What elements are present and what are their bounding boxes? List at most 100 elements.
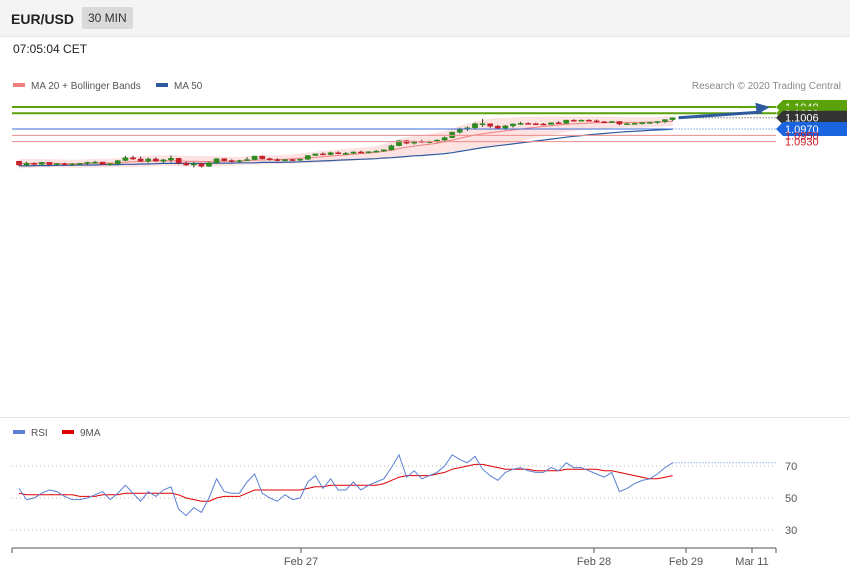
timestamp: 07:05:04 CET [13,42,88,56]
price-tag [776,110,847,125]
candle-body [244,159,250,161]
candle-body [236,160,243,162]
candle-body [31,163,38,165]
candle [654,121,661,124]
candle-body [61,163,68,165]
legend-rsi-swatch [13,430,25,435]
candle-body [350,151,357,154]
candle-body [114,160,121,164]
candle [418,139,425,143]
candle-body [16,160,22,166]
candle-body [510,123,516,127]
candle [472,122,478,130]
timeframe-button[interactable]: 30 MIN [82,7,133,29]
candle-body [99,161,106,165]
candle-body [175,158,182,164]
candle [54,163,60,166]
candle [84,161,91,165]
candle-body [228,160,235,162]
candle [92,160,98,164]
candle-body [548,122,554,125]
candle-body [168,158,174,161]
candle [517,121,524,125]
candle-body [206,162,212,167]
candle-body [601,121,608,124]
candle-body [213,158,220,164]
legend-ma50-swatch [156,83,168,88]
candle-body [221,158,228,161]
legend-ma20: MA 20 + Bollinger Bands [13,81,141,92]
candle [411,140,418,145]
support-label: 1.0930 [785,137,819,149]
ma20-line [18,120,673,165]
candle-body [639,122,646,125]
legend-rsi-ma-label: 9MA [80,428,101,439]
candle [23,161,30,166]
candle-body [259,155,266,159]
candle-body [654,121,661,123]
candle-body [107,163,114,165]
candle-body [669,117,676,120]
candle-body [608,121,615,123]
candle-body [540,123,547,126]
candle [122,155,129,162]
candle-body [152,158,159,162]
price-tag [776,106,847,121]
candle [312,153,319,156]
candle [198,163,205,168]
candle [479,119,486,127]
candle-body [335,152,342,154]
candle [282,159,288,162]
candle-body [426,141,433,143]
candle [464,126,471,131]
candle [426,140,433,144]
candle [639,122,646,125]
candle-body [624,123,630,125]
candle-body [289,159,296,161]
candle [168,155,174,163]
legend-ma50: MA 50 [156,81,202,92]
candle [183,161,190,166]
candle-body [388,145,395,151]
candle-body [555,122,562,125]
x-tick-label: Feb 28 [577,556,611,568]
candle-body [312,153,319,156]
candle-body [578,119,585,122]
x-tick-label: Mar 11 [735,556,768,568]
candle [494,125,501,130]
candle-body [479,123,486,125]
price-tag-label: 1.1020 [785,108,819,120]
candle [61,162,68,166]
candle-body [137,158,144,162]
candle-body [23,163,30,166]
candle [631,122,638,125]
candle-body [297,159,304,161]
candle [510,123,516,128]
candle-body [487,123,494,127]
candle-body [342,153,349,155]
candle-body [183,162,190,166]
x-tick-label: Feb 27 [284,556,318,568]
candle [206,161,212,167]
candle-body [380,149,387,152]
candle [228,159,235,163]
candle [388,144,395,151]
candle-body [266,158,273,160]
candle-body [190,163,197,166]
price-tag-label: 1.1040 [785,102,819,114]
projection-arrow-head [755,102,770,115]
candle-body [54,163,60,165]
candle [99,161,106,165]
price-tag [776,122,847,137]
candle-body [532,123,539,125]
candle-body [662,119,668,122]
candle [434,139,440,143]
candle [266,157,273,161]
candle-body [130,157,136,160]
candle-body [517,123,524,125]
candle [175,158,182,165]
candle-body [46,162,53,165]
candle [358,150,364,154]
support-label: 1.0950 [785,130,819,142]
candle [502,125,509,130]
